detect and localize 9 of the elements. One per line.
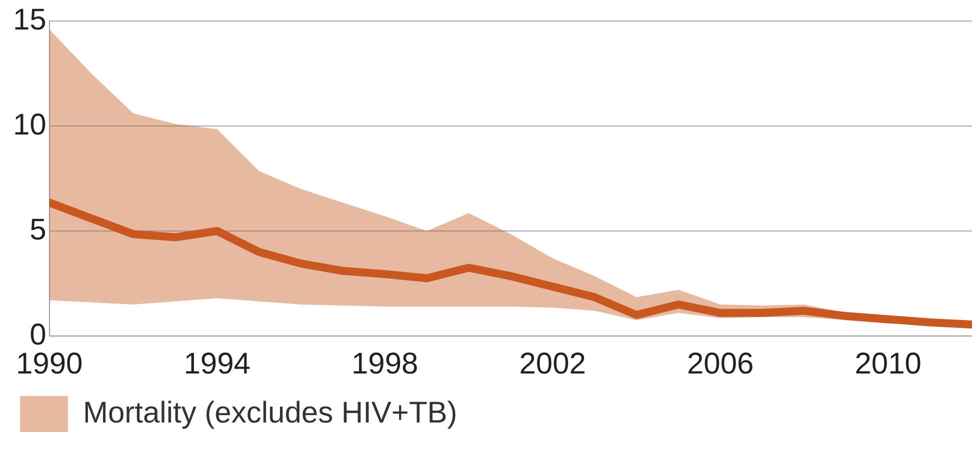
x-tick-label: 2002 xyxy=(519,347,586,380)
x-tick-label: 1998 xyxy=(351,347,418,380)
legend-label: Mortality (excludes HIV+TB) xyxy=(83,396,458,430)
x-tick-label: 2010 xyxy=(854,347,922,380)
y-tick-label: 10 xyxy=(12,108,46,142)
x-tick-label: 2006 xyxy=(687,347,754,380)
y-tick-label: 5 xyxy=(30,213,46,246)
x-tick-label: 1994 xyxy=(184,347,250,380)
y-tick-label: 15 xyxy=(12,3,46,36)
